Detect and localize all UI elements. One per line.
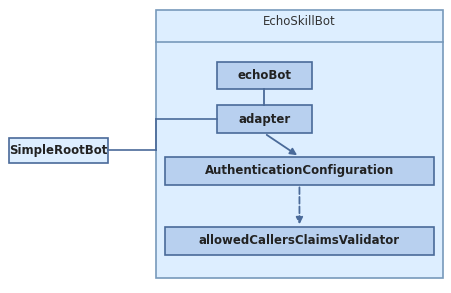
Text: SimpleRootBot: SimpleRootBot — [9, 144, 108, 157]
Text: echoBot: echoBot — [237, 69, 291, 82]
FancyBboxPatch shape — [216, 62, 311, 89]
FancyBboxPatch shape — [165, 227, 433, 255]
FancyBboxPatch shape — [165, 157, 433, 185]
FancyBboxPatch shape — [9, 138, 108, 163]
Text: allowedCallersClaimsValidator: allowedCallersClaimsValidator — [198, 234, 399, 248]
Text: adapter: adapter — [238, 113, 290, 126]
Text: EchoSkillBot: EchoSkillBot — [262, 16, 335, 28]
Text: AuthenticationConfiguration: AuthenticationConfiguration — [204, 164, 393, 177]
FancyBboxPatch shape — [156, 10, 442, 278]
FancyBboxPatch shape — [216, 105, 311, 133]
